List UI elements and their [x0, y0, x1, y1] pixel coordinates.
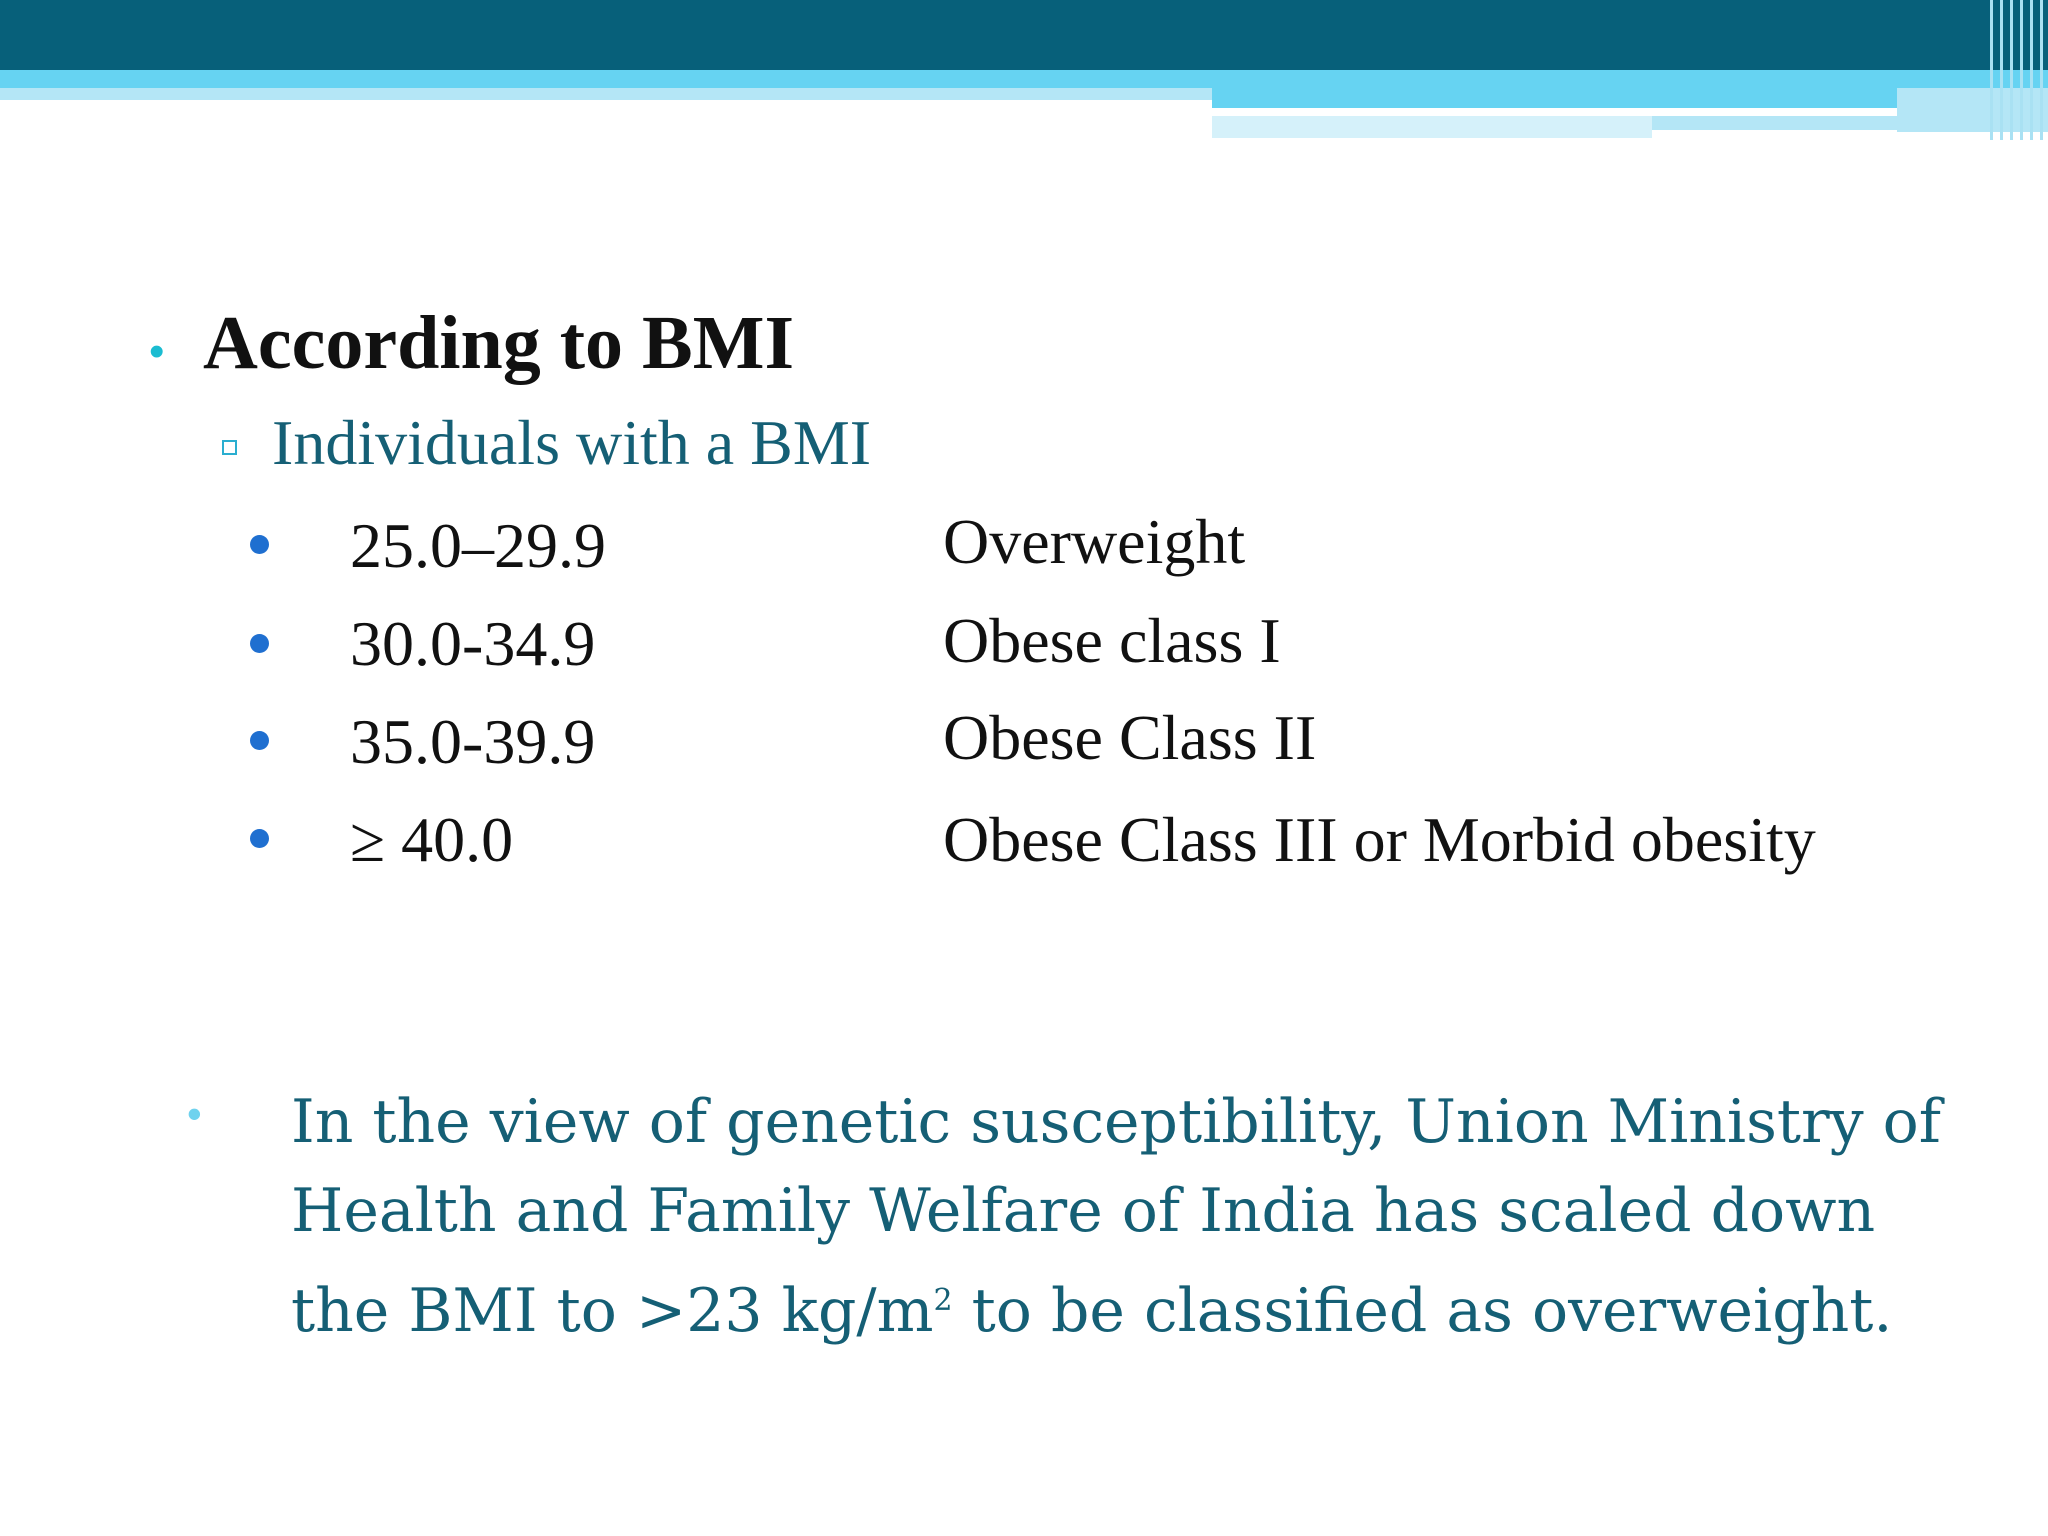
- page-title: According to BMI: [203, 301, 795, 385]
- bmi-range: ≥ 40.0: [350, 804, 514, 875]
- header-band-step-light: [1652, 116, 1897, 130]
- bmi-range: 25.0–29.9: [350, 510, 606, 581]
- header-band-divider: [1212, 108, 1897, 112]
- bmi-range: 35.0-39.9: [350, 706, 596, 777]
- header-stripes: [1986, 0, 2048, 140]
- header-band-pale: [0, 88, 1212, 100]
- header-band-light: [0, 70, 2048, 88]
- bmi-classification: Obese class I: [943, 605, 1281, 676]
- subheading: Individuals with a BMI: [272, 407, 872, 478]
- square-bullet-icon: [222, 440, 237, 455]
- row-bullet-icon: [250, 731, 269, 750]
- bmi-classification: Overweight: [943, 506, 1246, 577]
- header-band-step-pale: [1212, 116, 1652, 138]
- bmi-classification: Obese Class III or Morbid obesity: [943, 804, 1816, 875]
- bmi-range: 30.0-34.9: [350, 608, 596, 679]
- row-bullet-icon: [250, 535, 269, 554]
- note-superscript: 2: [933, 1283, 953, 1318]
- note-text: In the view of genetic susceptibility, U…: [291, 1087, 1941, 1346]
- header-band-dark: [0, 0, 2048, 70]
- note-paragraph: In the view of genetic susceptibility, U…: [291, 1078, 1991, 1356]
- bmi-classification: Obese Class II: [943, 702, 1317, 773]
- row-bullet-icon: [250, 829, 269, 848]
- heading-bullet-icon: •: [149, 327, 165, 376]
- note-bullet-icon: •: [187, 1090, 202, 1137]
- row-bullet-icon: [250, 634, 269, 653]
- header-band-step: [1212, 88, 2048, 108]
- note-text-end: to be classified as overweight.: [952, 1276, 1893, 1346]
